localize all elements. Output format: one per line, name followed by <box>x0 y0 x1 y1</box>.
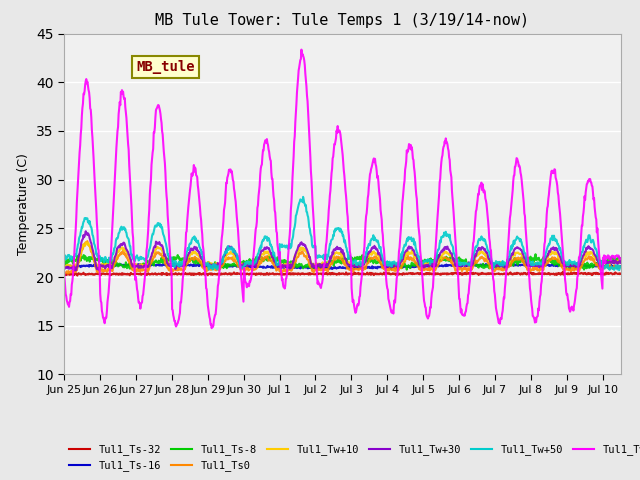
Legend: Tul1_Ts-32, Tul1_Ts-16, Tul1_Ts-8, Tul1_Ts0, Tul1_Tw+10, Tul1_Tw+30, Tul1_Tw+50,: Tul1_Ts-32, Tul1_Ts-16, Tul1_Ts-8, Tul1_… <box>69 444 640 471</box>
Y-axis label: Temperature (C): Temperature (C) <box>17 153 31 255</box>
Title: MB Tule Tower: Tule Temps 1 (3/19/14-now): MB Tule Tower: Tule Temps 1 (3/19/14-now… <box>156 13 529 28</box>
Text: MB_tule: MB_tule <box>136 60 195 74</box>
